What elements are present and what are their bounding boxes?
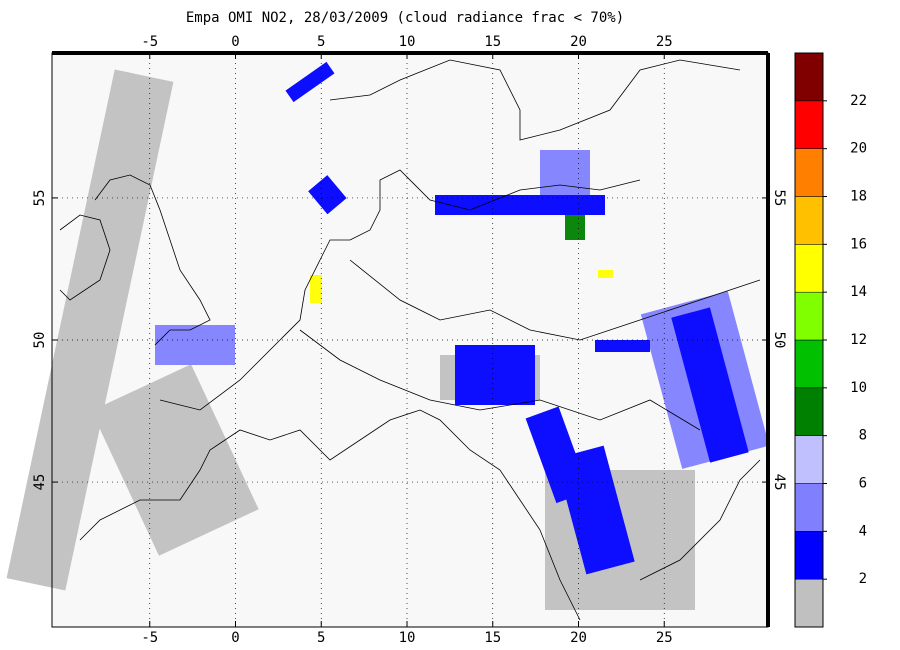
swath-blue xyxy=(555,445,635,575)
colorbar-box xyxy=(794,531,824,580)
colorbar-box xyxy=(794,291,824,341)
y-tick-label-right: 50 xyxy=(771,332,787,349)
x-tick-label-bottom: 15 xyxy=(484,630,501,646)
x-tick-label-top: 25 xyxy=(656,34,673,50)
x-tick-label-bottom: 5 xyxy=(317,630,325,646)
colorbar-box xyxy=(794,435,824,484)
colorbar-label: 20 xyxy=(850,141,867,157)
colorbar-box xyxy=(794,578,824,628)
x-tick-label-top: 20 xyxy=(570,34,587,50)
y-tick-label-right: 45 xyxy=(771,474,787,491)
swath-light-blue xyxy=(155,325,235,365)
colorbar-label: 4 xyxy=(859,523,867,539)
swath-blue xyxy=(671,307,749,463)
y-tick-label-right: 55 xyxy=(771,189,787,206)
coast-scandinavia xyxy=(329,59,741,141)
y-tick-label-left: 45 xyxy=(32,474,48,491)
colorbar-box xyxy=(794,339,824,389)
colorbar: 2 4 6 8 10 12 14 16 18 20 22 xyxy=(794,52,867,628)
x-tick-label-top: 10 xyxy=(399,34,416,50)
x-tick-label-bottom: -5 xyxy=(141,630,158,646)
swath-green xyxy=(565,215,585,240)
swath-light-blue xyxy=(540,150,590,195)
colorbar-box xyxy=(794,387,824,436)
border-lines xyxy=(299,329,701,431)
swath-blue xyxy=(595,340,650,352)
coast-north xyxy=(159,169,641,411)
y-tick-label-left: 50 xyxy=(32,332,48,349)
colorbar-label: 2 xyxy=(859,571,867,587)
swath-gray xyxy=(91,364,259,556)
swath-gray xyxy=(6,69,174,591)
swath-yellow xyxy=(598,270,613,278)
colorbar-box xyxy=(794,52,824,102)
x-tick-label-bottom: 25 xyxy=(656,630,673,646)
colorbar-box xyxy=(794,196,824,245)
coast-britain xyxy=(94,174,211,346)
swath-yellow xyxy=(310,275,322,303)
coastlines xyxy=(59,59,761,621)
colorbar-label: 16 xyxy=(850,236,867,252)
colorbar-label: 22 xyxy=(850,93,867,109)
colorbar-label: 18 xyxy=(850,189,867,205)
colorbar-label: 10 xyxy=(850,380,867,396)
x-tick-label-top: -5 xyxy=(141,34,158,50)
colorbar-label: 14 xyxy=(850,284,867,300)
x-tick-label-top: 0 xyxy=(231,34,239,50)
colorbar-box xyxy=(794,483,824,532)
x-tick-label-bottom: 10 xyxy=(399,630,416,646)
swath-blue xyxy=(455,345,535,405)
colorbar-label: 6 xyxy=(859,476,867,492)
x-tick-label-bottom: 20 xyxy=(570,630,587,646)
x-tick-label-top: 15 xyxy=(484,34,501,50)
colorbar-box xyxy=(794,100,824,149)
coast-black-sea xyxy=(639,459,761,581)
colorbar-box xyxy=(794,148,824,197)
swath-blue xyxy=(285,61,335,103)
swath-blue xyxy=(308,175,347,215)
chart-title: Empa OMI NO2, 28/03/2009 (cloud radiance… xyxy=(186,10,624,26)
colorbar-label: 8 xyxy=(859,428,867,444)
coast-ireland xyxy=(59,214,111,301)
colorbar-box xyxy=(794,244,824,293)
colorbar-label: 12 xyxy=(850,332,867,348)
y-tick-label-left: 55 xyxy=(32,189,48,206)
x-tick-label-top: 5 xyxy=(317,34,325,50)
x-tick-label-bottom: 0 xyxy=(231,630,239,646)
swaths xyxy=(6,61,770,610)
swath-blue xyxy=(435,195,605,215)
coast-south xyxy=(79,409,581,621)
border-lines xyxy=(349,259,761,341)
